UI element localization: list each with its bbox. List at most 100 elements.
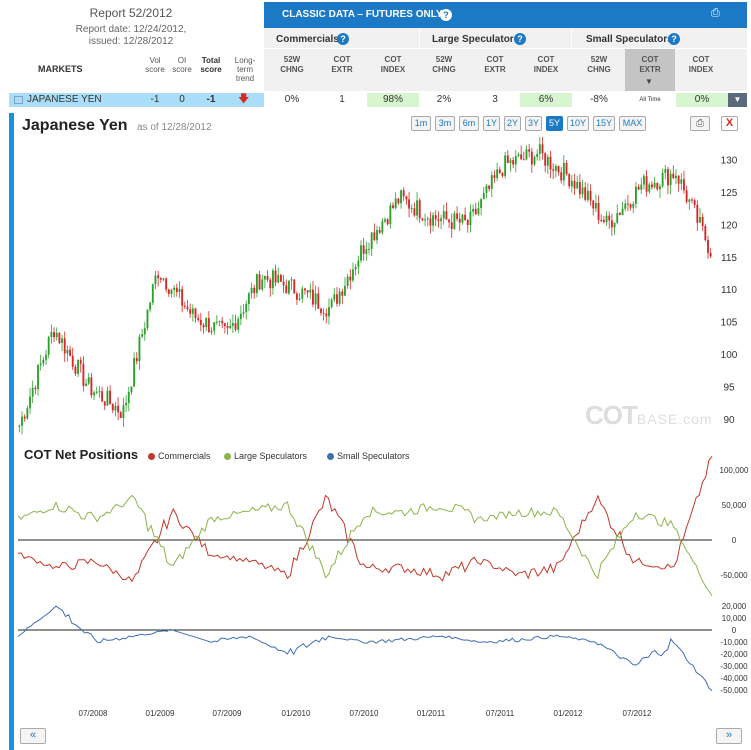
range-button-3y[interactable]: 3Y	[525, 116, 542, 131]
selection-bar	[9, 113, 14, 750]
comm-extr-value: 1	[339, 94, 345, 105]
x-axis-tick-label: 01/2010	[282, 709, 311, 718]
price-candle	[247, 293, 250, 304]
legend-large-speculators[interactable]: Large Speculators	[224, 451, 307, 461]
price-candle	[378, 230, 381, 233]
commercials-extr-header[interactable]: COT EXTR	[331, 55, 353, 74]
range-button-1m[interactable]: 1m	[411, 116, 431, 131]
range-button-5y[interactable]: 5Y	[546, 116, 563, 131]
large-extr-header[interactable]: COT EXTR	[484, 55, 506, 74]
small-index-header[interactable]: COT INDEX	[688, 55, 714, 74]
price-candle	[175, 287, 178, 292]
price-y-tick-label: 90	[723, 415, 735, 426]
price-candle	[533, 156, 536, 165]
price-candle	[707, 240, 709, 253]
price-candle	[205, 318, 208, 328]
price-candle	[277, 274, 280, 283]
range-button-max[interactable]: MAX	[619, 116, 646, 131]
x-axis-tick-label: 07/2012	[623, 709, 652, 718]
price-candle	[386, 219, 389, 225]
price-candle	[685, 190, 688, 202]
price-candle	[384, 219, 386, 222]
price-candle	[528, 149, 531, 152]
price-candle	[434, 215, 437, 220]
small-index-value: 0%	[676, 93, 728, 107]
price-candle	[424, 219, 426, 221]
price-candle	[624, 203, 627, 209]
range-button-2y[interactable]: 2Y	[504, 116, 521, 131]
print-chart-button[interactable]: ⎙	[690, 116, 710, 131]
help-icon[interactable]: ?	[514, 33, 526, 45]
range-button-6m[interactable]: 6m	[459, 116, 479, 131]
close-chart-button[interactable]: X	[721, 116, 738, 131]
price-candle	[421, 218, 424, 221]
price-candle	[709, 252, 712, 257]
price-candle	[117, 405, 120, 413]
price-candle	[61, 338, 63, 343]
price-candle	[119, 412, 122, 419]
price-candle	[578, 181, 581, 195]
selected-column-bg	[625, 49, 675, 91]
commercials-52w-header[interactable]: 52W CHNG	[280, 55, 304, 74]
commercials-index-header[interactable]: COT INDEX	[380, 55, 406, 74]
price-candle	[354, 266, 357, 270]
price-candle	[258, 274, 261, 290]
price-candle	[159, 278, 162, 280]
price-candle	[408, 199, 410, 209]
price-candle	[373, 232, 376, 241]
price-candle	[418, 200, 421, 219]
help-icon[interactable]: ?	[440, 9, 452, 21]
legend-small-speculators[interactable]: Small Speculators	[327, 451, 410, 461]
price-candle	[325, 313, 328, 317]
range-button-1y[interactable]: 1Y	[483, 116, 500, 131]
price-candle	[346, 276, 349, 286]
price-candle	[173, 287, 176, 290]
price-candle	[21, 416, 23, 426]
vol-score-value: -1	[150, 94, 160, 105]
help-icon[interactable]: ?	[337, 33, 349, 45]
price-candle	[271, 270, 274, 289]
legend-commercials[interactable]: Commercials	[148, 451, 211, 461]
price-y-tick-label: 100	[721, 350, 738, 361]
previous-market-button[interactable]: «	[20, 728, 46, 744]
commercials-group-name: Commercials	[276, 34, 339, 45]
price-candle	[530, 151, 533, 165]
range-button-10y[interactable]: 10Y	[567, 116, 589, 131]
price-candle	[400, 190, 402, 204]
expand-row-button[interactable]: ▼	[728, 93, 747, 107]
small-52w-header[interactable]: 52W CHNG	[587, 55, 611, 74]
price-candle	[165, 278, 168, 290]
price-candle	[488, 185, 491, 189]
cot-y-tick-label: 0	[732, 626, 737, 635]
small-extr-header[interactable]: COT EXTR	[639, 55, 661, 74]
range-button-3m[interactable]: 3m	[435, 116, 455, 131]
price-candle	[237, 318, 240, 330]
price-candle	[242, 312, 245, 314]
price-candle	[613, 222, 616, 228]
help-icon[interactable]: ?	[668, 33, 680, 45]
large-index-header[interactable]: COT INDEX	[533, 55, 559, 74]
price-candle	[477, 207, 480, 215]
cot-y-tick-label: -20,000	[720, 650, 748, 659]
price-candle	[432, 215, 434, 226]
price-candle	[482, 192, 485, 200]
print-icon[interactable]: ⎙	[711, 7, 720, 19]
price-candle	[181, 289, 184, 306]
price-candle	[154, 275, 157, 285]
price-candle	[122, 405, 125, 419]
large-52w-header[interactable]: 52W CHNG	[432, 55, 456, 74]
price-candle	[458, 218, 461, 223]
price-candle	[573, 180, 576, 189]
price-candle	[597, 202, 600, 220]
price-candle	[410, 208, 413, 210]
price-candle	[66, 349, 69, 354]
price-candle	[106, 390, 109, 406]
price-candle	[210, 330, 213, 333]
price-candle	[285, 285, 288, 294]
price-candle	[504, 155, 507, 177]
price-candle	[381, 221, 384, 233]
price-candle	[562, 162, 565, 181]
range-button-15y[interactable]: 15Y	[593, 116, 615, 131]
price-candle	[162, 278, 165, 280]
next-market-button[interactable]: »	[716, 728, 742, 744]
